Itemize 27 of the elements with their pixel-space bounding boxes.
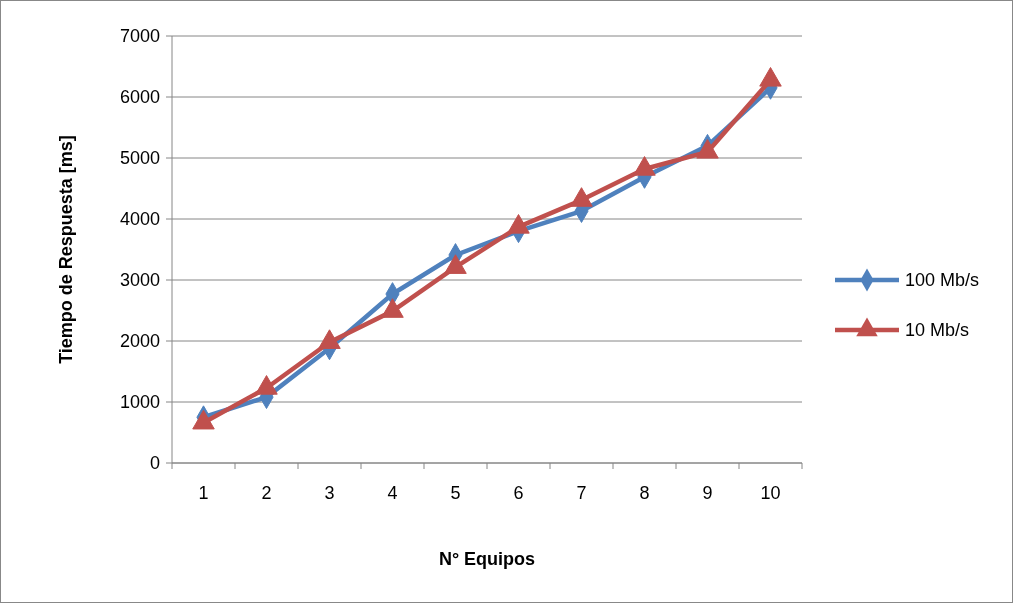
point bbox=[759, 67, 782, 87]
x-axis-title: N° Equipos bbox=[438, 549, 536, 569]
y-tick-label: 1000 bbox=[119, 392, 160, 413]
y-tick-label: 6000 bbox=[119, 87, 160, 108]
y-tick-label: 5000 bbox=[119, 148, 160, 169]
x-tick-label: 1 bbox=[198, 483, 209, 503]
point bbox=[507, 214, 530, 234]
point bbox=[570, 187, 593, 207]
y-axis-title: Tiempo de Respuesta [ms] bbox=[56, 135, 76, 364]
point bbox=[696, 138, 719, 159]
x-tick-label: 4 bbox=[387, 483, 398, 503]
x-tick-label: 8 bbox=[639, 483, 650, 503]
y-tick-label: 3000 bbox=[119, 270, 160, 291]
x-tick-label: 2 bbox=[261, 483, 272, 503]
y-tick-label: 7000 bbox=[119, 26, 160, 47]
point bbox=[633, 156, 656, 176]
x-tick-label: 9 bbox=[702, 483, 713, 503]
legend-label: 100 Mb/s bbox=[905, 270, 980, 291]
y-tick-label: 2000 bbox=[119, 331, 160, 352]
x-tick-label: 7 bbox=[576, 483, 587, 503]
x-tick-label: 10 bbox=[760, 483, 781, 503]
legend-label: 10 Mb/s bbox=[905, 320, 970, 341]
y-tick-label: 4000 bbox=[119, 209, 160, 230]
y-tick-label: 0 bbox=[149, 453, 160, 474]
x-tick-label: 3 bbox=[324, 483, 335, 503]
x-tick-label: 6 bbox=[513, 483, 524, 503]
x-tick-label: 5 bbox=[450, 483, 461, 503]
